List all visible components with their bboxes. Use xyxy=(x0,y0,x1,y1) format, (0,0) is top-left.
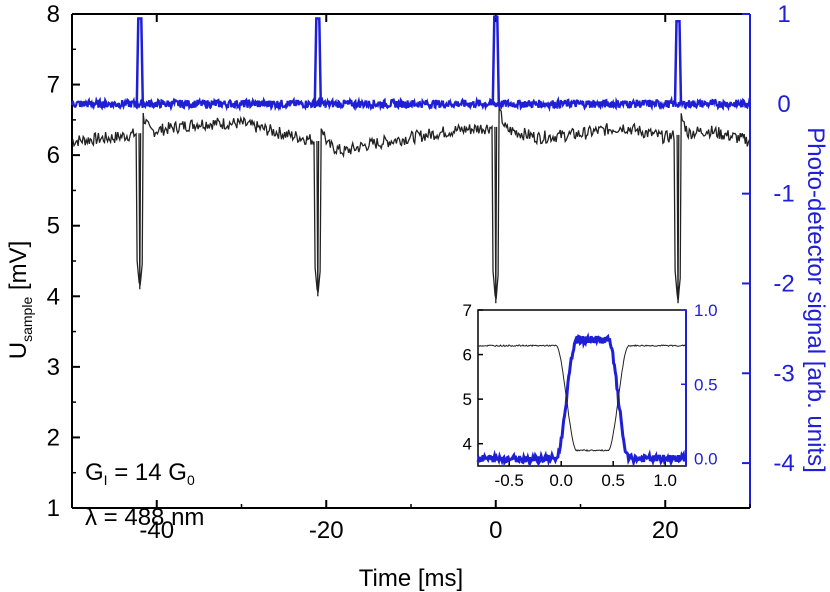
inset-x-tick-label: 1.0 xyxy=(653,471,677,490)
y-tick-label: 8 xyxy=(47,1,60,28)
y-tick-label: 5 xyxy=(47,213,60,240)
y-tick-label: 6 xyxy=(47,142,60,169)
y2-tick-label: -3 xyxy=(773,360,794,387)
annotation-lambda: λ = 488 nm xyxy=(85,504,204,531)
inset-plot: 4 5 6 7 0.0 0.5 1.0 -0.5 0.0 0.5 1.0 xyxy=(463,301,718,490)
inset-y-tick-label: 4 xyxy=(463,435,472,454)
inset-y2-tick-label: 1.0 xyxy=(694,301,718,320)
y-tick-label: 1 xyxy=(47,495,60,522)
y-tick-label: 7 xyxy=(47,72,60,99)
x-tick-label: 20 xyxy=(652,517,679,544)
inset-y-tick-label: 7 xyxy=(463,301,472,320)
y-tick-label: 2 xyxy=(47,424,60,451)
y-axis-title: Usample [mV] xyxy=(5,241,35,360)
y-tick-label: 3 xyxy=(47,354,60,381)
photo-baseline-trace xyxy=(70,95,751,113)
x-tick-label: 0 xyxy=(489,517,502,544)
y2-tick-label: 1 xyxy=(777,1,790,28)
y2-axis-title: Photo-detector signal [arb. units] xyxy=(802,127,829,473)
inset-y2-tick-label: 0.5 xyxy=(694,375,718,394)
inset-background xyxy=(478,310,686,466)
y2-tick-label: 0 xyxy=(777,91,790,118)
photo-pulse-1 xyxy=(313,17,323,104)
inset-photo-trace xyxy=(476,332,687,468)
x-tick-label: -40 xyxy=(139,517,174,544)
inset-x-tick-label: -0.5 xyxy=(495,471,524,490)
x-axis-title: Time [ms] xyxy=(359,565,463,592)
inset-x-tick-label: 0.0 xyxy=(549,471,573,490)
x-tick-label: -20 xyxy=(309,517,344,544)
voltage-trace xyxy=(71,105,750,304)
y-tick-label: 4 xyxy=(47,283,60,310)
y2-tick-label: -4 xyxy=(773,450,794,477)
y2-tick-label: -2 xyxy=(773,270,794,297)
inset-x-tick-label: 0.5 xyxy=(601,471,625,490)
main-plot: 1 2 3 4 5 6 7 8 1 0 -1 -2 -3 -4 -40 -20 0 20 xyxy=(47,1,795,544)
inset-y2-tick-label: 0.0 xyxy=(694,450,718,469)
y2-tick-label: -1 xyxy=(773,181,794,208)
inset-y-tick-label: 6 xyxy=(463,346,472,365)
annotation-g-label: GI = 14 G0 xyxy=(85,459,195,488)
inset-y-tick-label: 5 xyxy=(463,390,472,409)
photo-pulse-2 xyxy=(491,15,501,104)
inset-voltage-trace xyxy=(477,344,686,452)
photo-pulse-3 xyxy=(673,19,683,104)
photo-pulse-0 xyxy=(135,17,145,104)
